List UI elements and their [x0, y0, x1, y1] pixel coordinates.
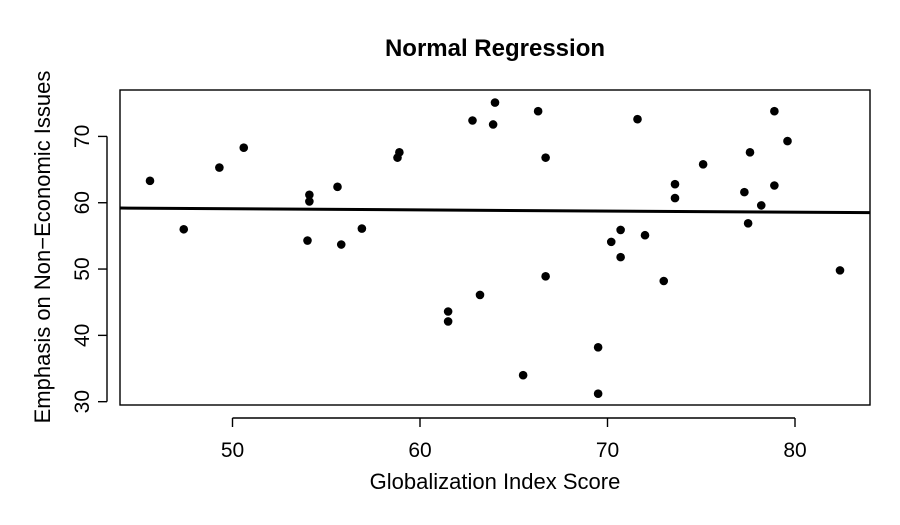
data-point [541, 272, 550, 281]
data-point [670, 193, 680, 203]
data-point [303, 236, 312, 245]
data-point [490, 98, 500, 107]
data-point [239, 143, 249, 152]
data-point [770, 181, 779, 190]
data-point [336, 240, 346, 249]
data-point [395, 148, 404, 157]
data-point [698, 159, 708, 169]
data-point [593, 343, 603, 352]
regression-line [119, 206, 871, 215]
data-point [770, 106, 779, 116]
data-point [640, 230, 650, 240]
x-tick-label: 50 [221, 439, 244, 462]
data-point [179, 224, 189, 234]
chart-title: Normal Regression [385, 35, 605, 62]
x-axis-label: Globalization Index Score [370, 469, 621, 494]
data-point [357, 224, 367, 233]
data-point [616, 225, 625, 235]
y-axis: 30 40 50 60 70 [71, 125, 108, 413]
data-point [533, 106, 543, 116]
y-tick-label: 50 [71, 257, 94, 280]
regression-line-group [119, 206, 871, 215]
data-point [488, 120, 498, 129]
data-point [475, 290, 485, 300]
data-point [783, 136, 792, 146]
data-point [593, 389, 603, 399]
x-axis: 50 60 70 80 [221, 417, 807, 462]
data-point [443, 307, 453, 316]
data-point [443, 317, 453, 326]
data-point [606, 237, 616, 247]
data-point [616, 252, 625, 262]
data-point [145, 176, 155, 186]
y-tick-label: 70 [71, 125, 94, 148]
data-point [518, 370, 528, 380]
x-tick-label: 80 [783, 439, 806, 462]
data-point [541, 153, 550, 162]
data-point [740, 187, 749, 197]
x-tick-label: 70 [596, 439, 619, 462]
data-point [215, 163, 224, 172]
data-point [756, 201, 766, 210]
data-point [745, 148, 755, 157]
y-axis-label: Emphasis on Non−Economic Issues [30, 71, 55, 424]
y-tick-label: 40 [71, 324, 94, 347]
data-point [835, 266, 845, 275]
y-tick-label: 30 [71, 390, 94, 413]
data-point [670, 179, 680, 189]
y-tick-label: 60 [71, 191, 94, 214]
data-point [305, 190, 314, 200]
x-tick-label: 60 [408, 439, 431, 462]
data-point [659, 276, 669, 286]
plot-frame [119, 89, 871, 406]
data-point [333, 182, 342, 192]
data-point [468, 116, 477, 125]
data-point [305, 197, 314, 206]
data-point [633, 114, 642, 124]
data-points [145, 98, 845, 399]
data-point [743, 218, 753, 228]
